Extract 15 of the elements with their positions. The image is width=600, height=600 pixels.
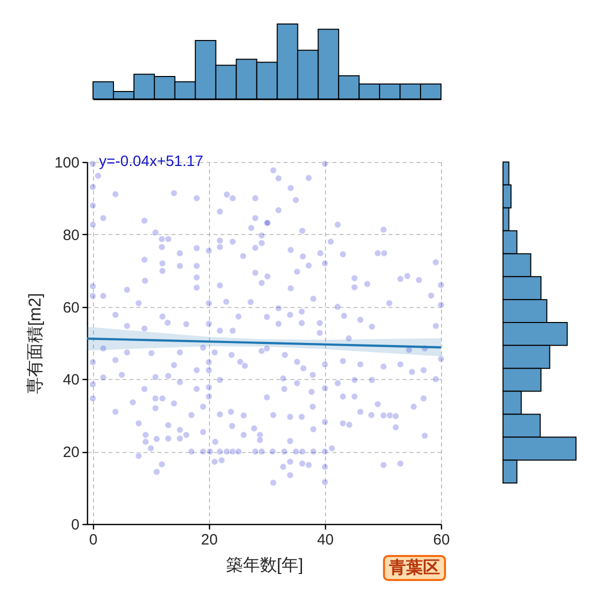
y-tick-label: 0	[71, 516, 80, 534]
y-tick-label: 100	[54, 154, 80, 172]
line-series	[86, 338, 442, 348]
x-axis-title: 築年数[年]	[226, 556, 304, 574]
x-tick-label: 20	[201, 532, 218, 548]
x-tick-label: 0	[89, 532, 98, 548]
label-box: 青葉区	[383, 555, 446, 581]
y-tick-label: 40	[62, 372, 80, 389]
y-tick-label: 20	[62, 444, 80, 462]
y-tick-label: 80	[62, 226, 80, 244]
x-tick-label: 40	[317, 532, 334, 548]
y-tick-label: 60	[62, 299, 80, 316]
y-axis-title: 専有面積[m2]	[25, 292, 44, 394]
x-tick-label: 60	[433, 532, 450, 548]
annotation: y=-0.04x+51.17	[99, 153, 204, 170]
